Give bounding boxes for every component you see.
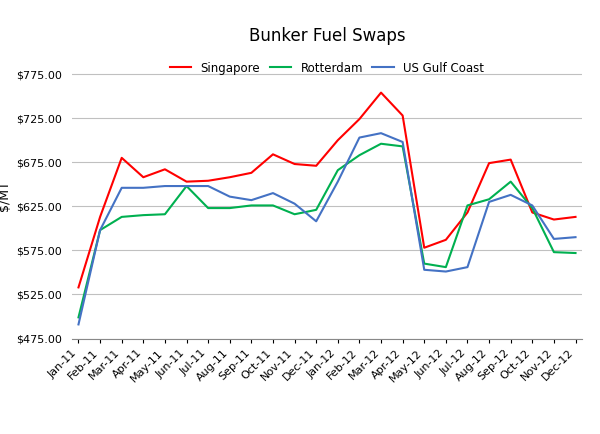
Y-axis label: $/MT: $/MT [0,180,11,210]
Singapore [485,161,493,166]
US Gulf Coast [226,194,233,199]
Line: US Gulf Coast: US Gulf Coast [79,133,575,325]
Singapore [140,174,147,180]
US Gulf Coast [269,191,277,196]
US Gulf Coast [529,203,536,208]
US Gulf Coast [334,179,341,184]
Rotterdam [140,213,147,218]
Rotterdam [550,250,557,255]
Singapore [118,155,125,161]
US Gulf Coast [248,197,255,203]
Rotterdam [507,179,514,184]
Rotterdam [442,265,449,270]
US Gulf Coast [291,201,298,206]
US Gulf Coast [118,185,125,191]
Rotterdam [97,227,104,233]
US Gulf Coast [161,184,169,189]
Line: Rotterdam: Rotterdam [79,144,575,317]
Line: Singapore: Singapore [79,92,575,287]
Singapore [356,116,363,122]
Rotterdam [399,144,406,149]
US Gulf Coast [75,322,82,327]
US Gulf Coast [399,139,406,145]
Singapore [464,210,471,215]
Singapore [507,157,514,162]
Singapore [377,90,385,95]
Singapore [226,174,233,180]
Rotterdam [529,205,536,210]
Singapore [334,138,341,143]
Singapore [97,214,104,220]
Rotterdam [205,205,212,210]
Singapore [399,113,406,118]
US Gulf Coast [485,199,493,204]
Singapore [161,167,169,172]
Singapore [421,245,428,250]
Rotterdam [313,207,320,213]
Rotterdam [291,212,298,217]
Rotterdam [75,315,82,320]
Singapore [269,152,277,157]
US Gulf Coast [464,265,471,270]
Rotterdam [421,261,428,266]
US Gulf Coast [377,131,385,136]
Rotterdam [464,203,471,208]
US Gulf Coast [205,184,212,189]
US Gulf Coast [313,219,320,224]
US Gulf Coast [507,192,514,197]
Singapore [529,210,536,215]
Rotterdam [572,250,579,256]
US Gulf Coast [550,237,557,242]
Title: Bunker Fuel Swaps: Bunker Fuel Swaps [248,27,406,45]
Rotterdam [183,184,190,189]
US Gulf Coast [183,184,190,189]
Rotterdam [269,203,277,208]
Singapore [205,178,212,183]
US Gulf Coast [97,227,104,233]
Rotterdam [226,205,233,210]
Singapore [572,214,579,220]
US Gulf Coast [421,267,428,273]
US Gulf Coast [140,185,147,191]
Rotterdam [377,141,385,146]
Singapore [248,170,255,175]
Singapore [291,161,298,167]
US Gulf Coast [442,269,449,274]
Rotterdam [334,168,341,173]
Rotterdam [161,212,169,217]
Singapore [313,163,320,168]
Rotterdam [248,203,255,208]
US Gulf Coast [356,135,363,140]
Singapore [550,217,557,222]
Rotterdam [118,214,125,220]
Singapore [75,285,82,290]
Legend: Singapore, Rotterdam, US Gulf Coast: Singapore, Rotterdam, US Gulf Coast [166,58,488,78]
Singapore [442,237,449,243]
Rotterdam [485,197,493,202]
Rotterdam [356,153,363,158]
Singapore [183,179,190,184]
US Gulf Coast [572,234,579,240]
